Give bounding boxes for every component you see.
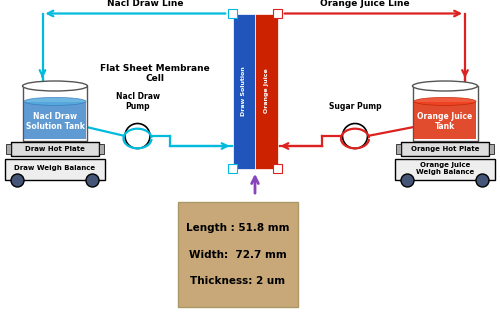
Ellipse shape (24, 97, 86, 106)
Text: Nacl Draw
Solution Tank: Nacl Draw Solution Tank (26, 112, 85, 131)
Text: Thickness: 2 um: Thickness: 2 um (190, 276, 285, 286)
Text: Orange Hot Plate: Orange Hot Plate (411, 146, 479, 152)
Circle shape (342, 124, 367, 149)
Bar (22, 86, 88, 141)
Ellipse shape (412, 81, 478, 91)
Bar (12, 142, 99, 156)
Bar (401, 142, 489, 156)
Bar (5, 159, 105, 180)
Bar (255, 14, 278, 168)
Bar (24, 102, 86, 139)
Bar (412, 86, 478, 141)
Bar (414, 102, 476, 139)
Text: Orange Juice
Tank: Orange Juice Tank (418, 112, 472, 131)
Circle shape (86, 174, 99, 187)
Text: Nacl Draw Line: Nacl Draw Line (107, 0, 183, 8)
Bar (232, 14, 255, 168)
Text: Orange Juice Line: Orange Juice Line (320, 0, 410, 8)
Text: Width:  72.7 mm: Width: 72.7 mm (188, 250, 286, 259)
Text: Flat Sheet Membrane
Cell: Flat Sheet Membrane Cell (100, 64, 210, 83)
Text: Sugar Pump: Sugar Pump (328, 102, 382, 111)
Bar (395, 159, 495, 180)
Bar (396, 144, 402, 154)
Bar (178, 202, 298, 307)
Text: Draw Weigh Balance: Draw Weigh Balance (14, 166, 96, 172)
Text: Draw Hot Plate: Draw Hot Plate (25, 146, 85, 152)
Text: Orange Juice: Orange Juice (264, 69, 268, 113)
Circle shape (476, 174, 489, 187)
Text: Length : 51.8 mm: Length : 51.8 mm (186, 223, 289, 233)
Circle shape (401, 174, 414, 187)
Bar (489, 144, 494, 154)
Bar (228, 164, 237, 173)
Bar (6, 144, 12, 154)
Bar (273, 9, 282, 18)
Ellipse shape (414, 97, 476, 106)
Bar (273, 164, 282, 173)
Text: Draw Solution: Draw Solution (241, 66, 246, 116)
Bar (228, 9, 237, 18)
Ellipse shape (22, 81, 88, 91)
Circle shape (11, 174, 24, 187)
Circle shape (125, 124, 150, 149)
Text: Orange Juice
Weigh Balance: Orange Juice Weigh Balance (416, 162, 474, 175)
Bar (99, 144, 104, 154)
Text: Nacl Draw
Pump: Nacl Draw Pump (116, 92, 160, 111)
